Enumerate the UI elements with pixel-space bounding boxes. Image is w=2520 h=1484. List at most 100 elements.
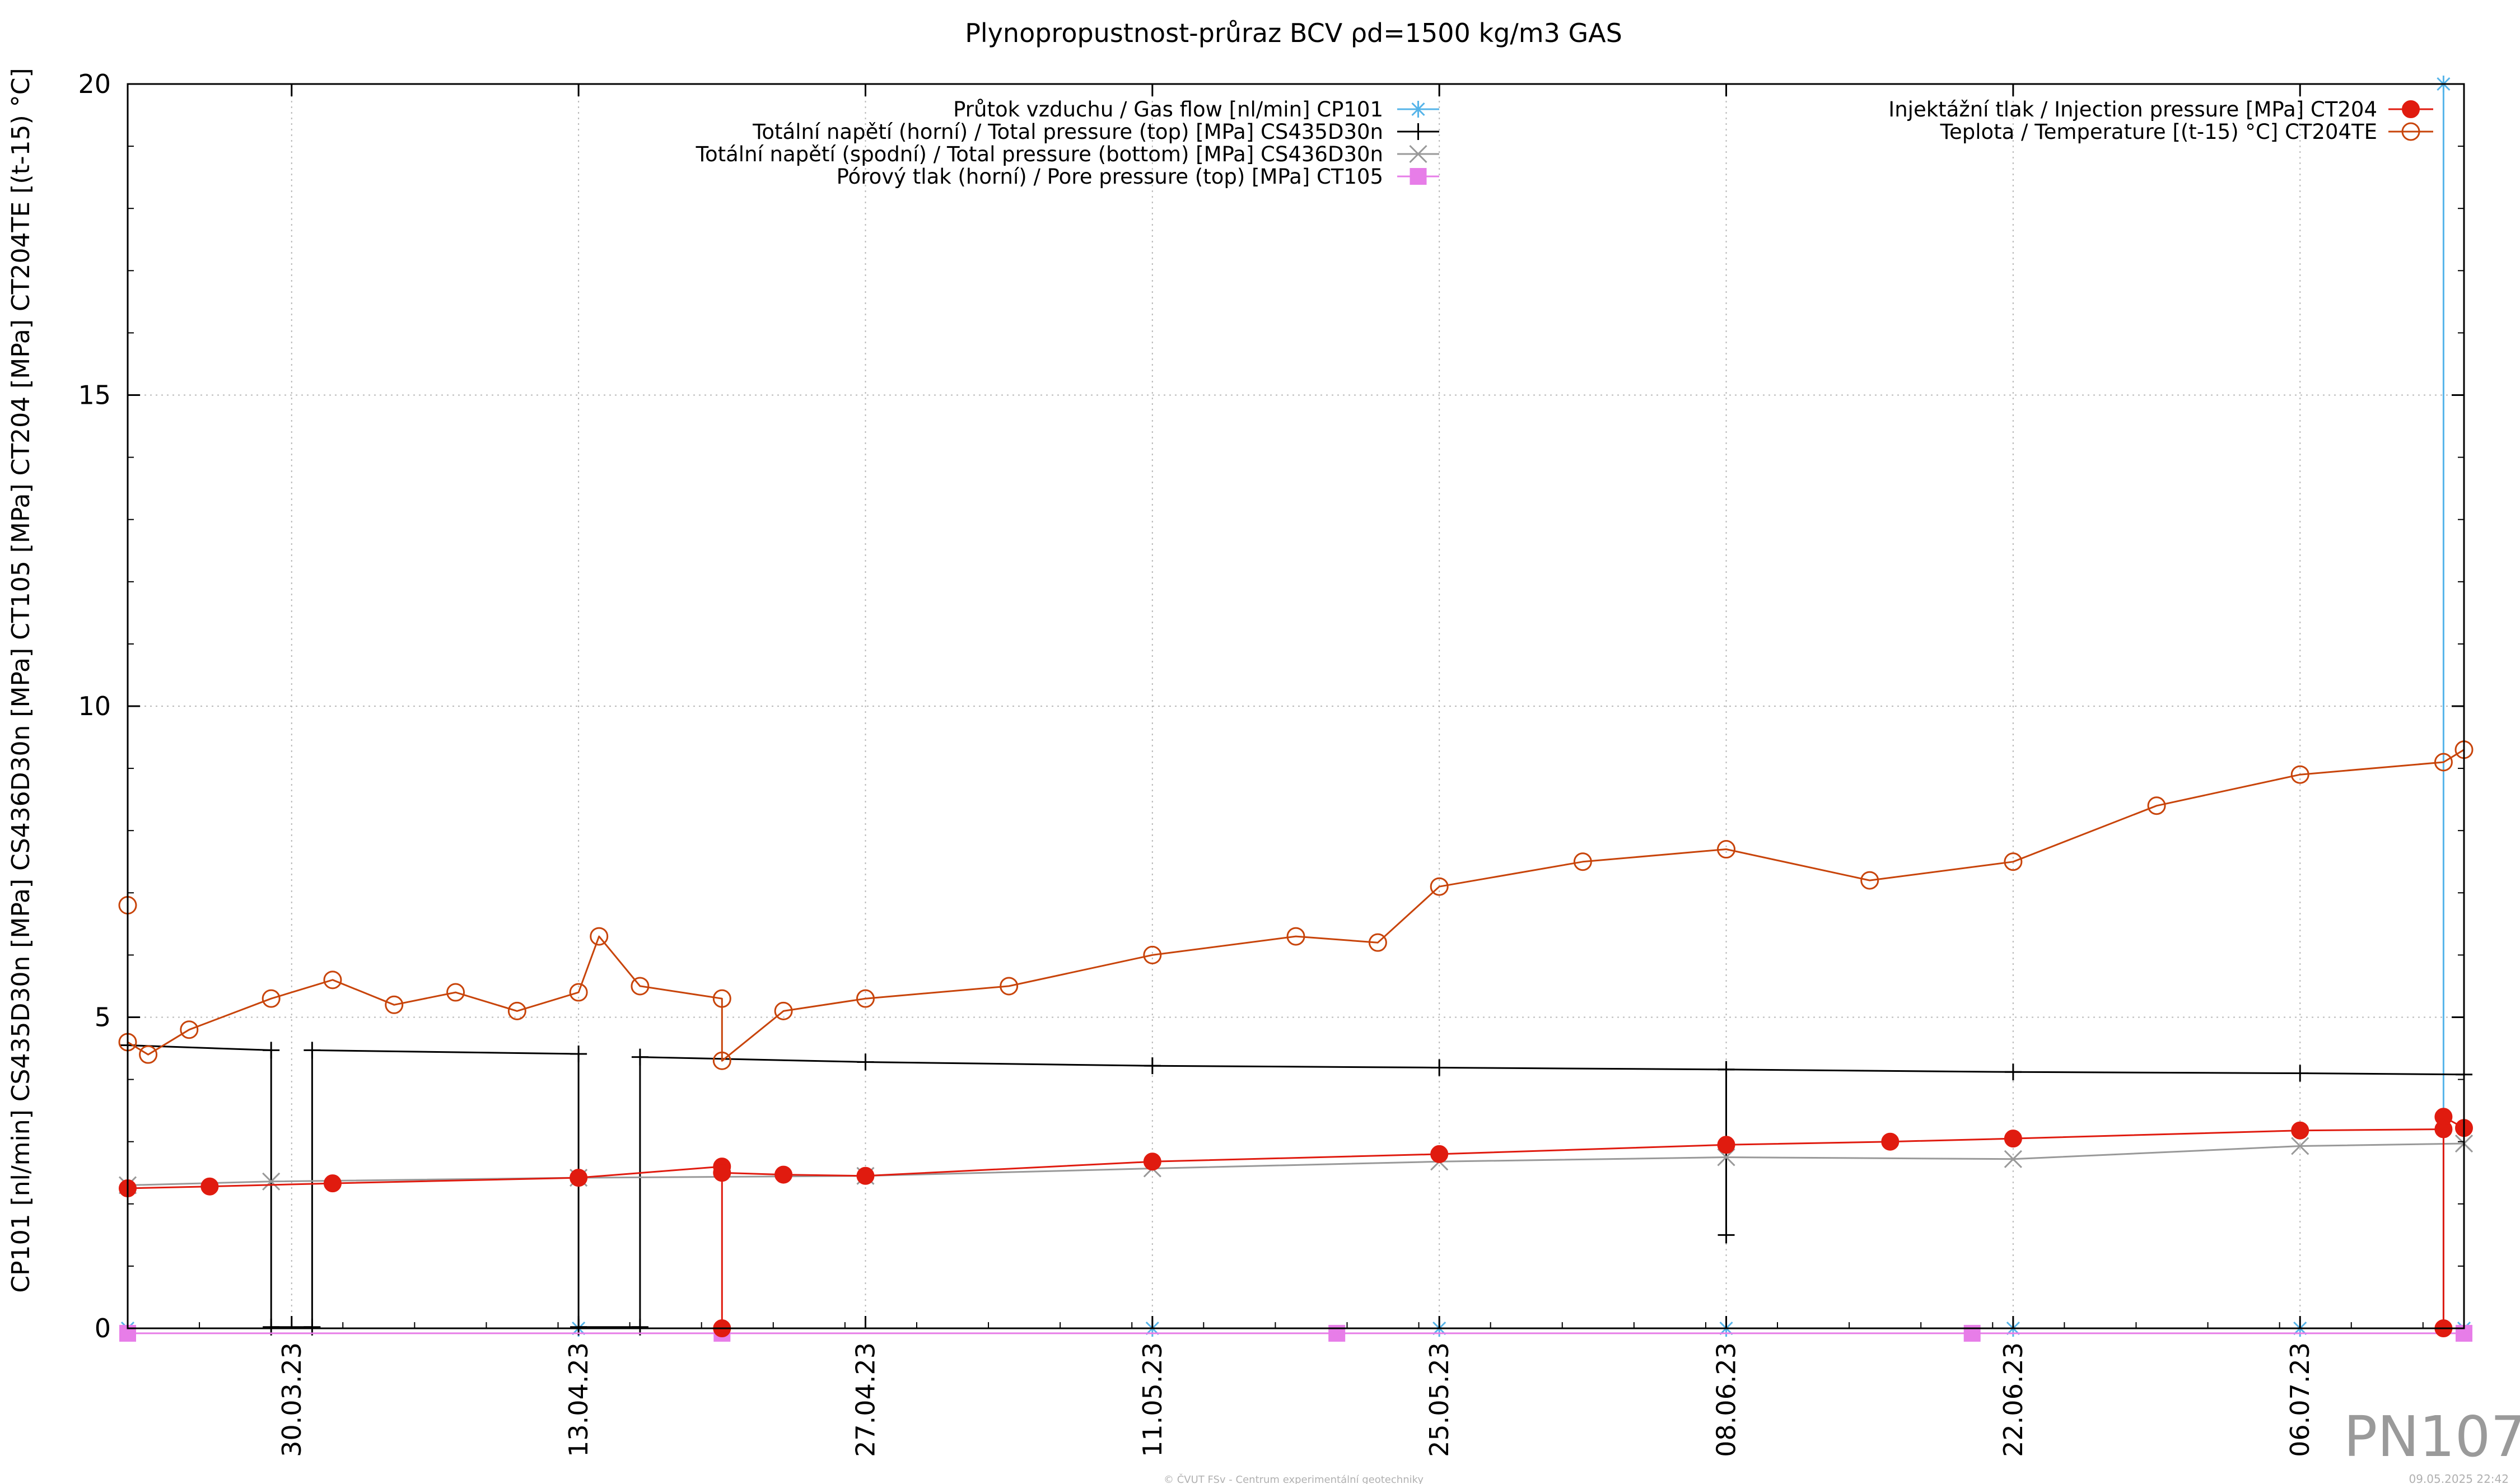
data-point	[323, 970, 342, 990]
legend-entry: Pórový tlak (horní) / Pore pressure (top…	[837, 165, 1439, 189]
data-point	[2291, 1137, 2309, 1155]
point-marker	[323, 1174, 342, 1193]
series-line	[127, 1044, 2465, 1328]
point-marker	[1718, 1226, 1735, 1244]
series-line	[127, 1116, 2465, 1329]
x-tick-label: 06.07.23	[2285, 1342, 2315, 1457]
data-point	[2401, 122, 2420, 141]
y-tick-label: 10	[78, 691, 111, 721]
data-point	[1143, 945, 1162, 964]
point-marker	[200, 1177, 219, 1196]
series-6	[118, 740, 2474, 1070]
data-point	[1430, 877, 1449, 896]
point-marker	[712, 989, 731, 1008]
data-point	[1286, 927, 1305, 946]
data-point	[1881, 1132, 1900, 1151]
point-marker	[856, 1166, 875, 1185]
point-marker	[323, 970, 342, 990]
y-tick-label: 0	[95, 1313, 111, 1343]
series-line	[128, 83, 2464, 1329]
data-point	[2004, 1063, 2022, 1081]
point-marker	[1573, 852, 1592, 871]
plot-frame	[127, 83, 2465, 1329]
point-marker	[1410, 101, 1427, 118]
point-marker	[2434, 753, 2453, 772]
data-point	[1409, 144, 1427, 164]
data-point	[2292, 1065, 2309, 1082]
point-marker	[1143, 1152, 1161, 1171]
series-2	[119, 1037, 2472, 1336]
point-marker	[569, 983, 588, 1002]
point-marker	[2401, 122, 2420, 141]
data-point	[1431, 1059, 1448, 1076]
point-marker	[180, 1020, 199, 1039]
series-3	[118, 1134, 2474, 1194]
data-point	[2004, 1150, 2022, 1168]
data-point	[1717, 1136, 1735, 1154]
data-point	[857, 1053, 874, 1071]
series-layer	[118, 76, 2474, 1342]
data-point	[1718, 1061, 1735, 1078]
point-marker	[2292, 1065, 2309, 1082]
x-tick-label: 22.06.23	[1998, 1342, 2028, 1457]
data-point	[856, 989, 875, 1008]
legend-label: Totální napětí (spodní) / Total pressure…	[696, 142, 1383, 166]
x-tick-label: 08.06.23	[1711, 1342, 1742, 1457]
tick-layer: 0 5 10 15 20 30.03.23 13.04.23 27.04.23 11.05.23…	[78, 69, 2464, 1457]
point-marker	[1860, 871, 1879, 890]
data-point	[774, 1165, 793, 1184]
point-marker	[570, 1169, 588, 1187]
y-tick-label: 15	[78, 380, 111, 410]
series-line	[127, 749, 2465, 1062]
point-marker	[2291, 1137, 2309, 1155]
legend-left: Průtok vzduchu / Gas flow [nl/min] CP101…	[696, 97, 1439, 189]
point-marker	[1144, 1057, 1161, 1075]
data-point	[1573, 852, 1592, 871]
point-marker	[1431, 1059, 1448, 1076]
x-tick-label: 27.04.23	[850, 1342, 880, 1457]
data-point	[712, 1051, 731, 1070]
data-point	[507, 1001, 526, 1020]
data-point	[1718, 1226, 1735, 1244]
point-marker	[304, 1042, 321, 1059]
legend-label: Průtok vzduchu / Gas flow [nl/min] CP101	[953, 97, 1383, 122]
point-marker	[262, 989, 281, 1008]
point-marker	[631, 1048, 648, 1066]
data-point	[1860, 871, 1879, 890]
series-line	[127, 1142, 2465, 1186]
point-marker	[2147, 796, 2166, 815]
data-point	[2434, 753, 2453, 772]
y-tick-label: 5	[95, 1002, 111, 1033]
point-marker	[1410, 123, 1427, 140]
point-marker	[1963, 1324, 1981, 1342]
data-point	[2434, 1108, 2453, 1126]
data-point	[2402, 100, 2420, 118]
data-point	[1963, 1324, 1981, 1342]
data-point	[774, 1001, 793, 1020]
point-marker	[1286, 927, 1305, 946]
watermark: PN107	[2344, 1404, 2520, 1469]
series-4	[119, 1324, 2472, 1342]
point-marker	[570, 1046, 587, 1063]
point-marker	[2402, 100, 2420, 118]
data-point	[570, 1169, 588, 1187]
point-marker	[2004, 852, 2023, 871]
point-marker	[631, 977, 650, 996]
data-point	[1144, 1057, 1161, 1075]
point-marker	[1328, 1324, 1346, 1342]
data-point	[446, 983, 465, 1002]
series-5	[119, 1108, 2473, 1337]
point-marker	[590, 927, 609, 946]
point-marker	[1430, 1145, 1449, 1163]
point-marker	[713, 1164, 731, 1182]
point-marker	[1718, 1061, 1735, 1078]
data-point	[323, 1174, 342, 1193]
data-point	[1000, 977, 1019, 996]
point-marker	[446, 983, 465, 1002]
point-marker	[1430, 877, 1449, 896]
legend-entry: Průtok vzduchu / Gas flow [nl/min] CP101	[953, 97, 1439, 122]
point-marker	[1368, 933, 1387, 952]
data-point	[1368, 933, 1387, 952]
point-marker	[1717, 1136, 1735, 1154]
legend-label: Injektážní tlak / Injection pressure [MP…	[1888, 97, 2377, 122]
